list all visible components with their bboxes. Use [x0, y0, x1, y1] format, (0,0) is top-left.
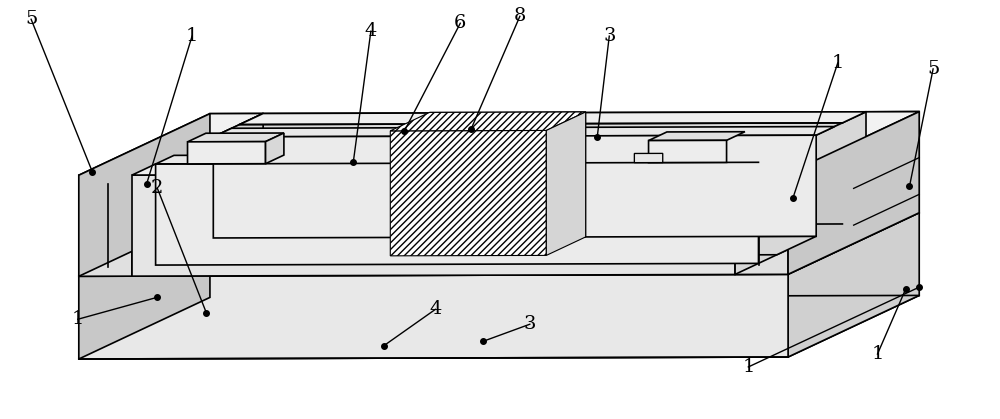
Polygon shape — [213, 127, 835, 137]
Polygon shape — [132, 173, 735, 276]
Polygon shape — [213, 135, 816, 238]
Polygon shape — [79, 175, 132, 276]
Polygon shape — [188, 133, 284, 142]
Polygon shape — [788, 111, 919, 274]
Polygon shape — [79, 114, 210, 276]
Polygon shape — [240, 112, 866, 124]
Polygon shape — [430, 112, 586, 238]
Polygon shape — [79, 215, 210, 359]
Polygon shape — [156, 224, 842, 265]
Polygon shape — [210, 213, 919, 297]
Text: 6: 6 — [454, 14, 466, 32]
Polygon shape — [634, 153, 663, 163]
Text: 5: 5 — [25, 10, 37, 28]
Polygon shape — [156, 162, 758, 265]
Polygon shape — [735, 111, 919, 173]
Polygon shape — [649, 140, 727, 163]
Polygon shape — [79, 274, 788, 359]
Polygon shape — [156, 154, 777, 164]
Text: 3: 3 — [603, 27, 616, 45]
Polygon shape — [132, 162, 758, 175]
Polygon shape — [788, 213, 919, 357]
Polygon shape — [866, 111, 919, 213]
Polygon shape — [735, 112, 866, 274]
Polygon shape — [79, 114, 263, 175]
Polygon shape — [79, 295, 919, 359]
Polygon shape — [735, 173, 788, 274]
Text: 1: 1 — [871, 345, 884, 363]
Text: 2: 2 — [151, 179, 163, 197]
Polygon shape — [132, 114, 263, 276]
Polygon shape — [263, 112, 866, 215]
Text: 4: 4 — [429, 300, 442, 318]
Polygon shape — [649, 132, 745, 140]
Text: 1: 1 — [742, 358, 755, 376]
Polygon shape — [546, 112, 586, 256]
Polygon shape — [174, 236, 816, 256]
Text: 1: 1 — [186, 27, 198, 45]
Polygon shape — [210, 114, 263, 215]
Polygon shape — [79, 213, 919, 276]
Text: 1: 1 — [72, 310, 84, 328]
Polygon shape — [390, 112, 586, 131]
Polygon shape — [266, 133, 284, 164]
Text: 5: 5 — [927, 60, 939, 78]
Text: 3: 3 — [524, 315, 536, 333]
Polygon shape — [390, 130, 546, 256]
Text: 1: 1 — [832, 54, 844, 72]
Text: 4: 4 — [365, 22, 377, 40]
Text: 8: 8 — [514, 7, 526, 25]
Polygon shape — [866, 111, 919, 213]
Polygon shape — [188, 142, 266, 164]
